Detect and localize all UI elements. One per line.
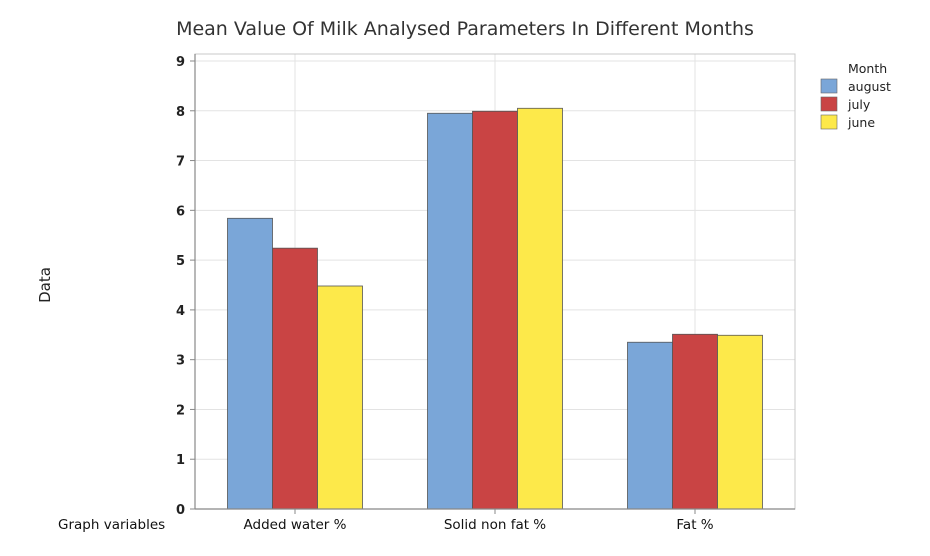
bars (227, 107, 763, 510)
bar-june (317, 285, 363, 510)
y-axis-label: Data (36, 267, 54, 303)
y-tick-label: 2 (176, 403, 185, 418)
bar-july (672, 333, 718, 510)
x-tick-label: Fat % (676, 517, 713, 533)
y-tick-label: 5 (176, 254, 185, 269)
bar-july (272, 247, 318, 510)
x-tick-label: Added water % (244, 517, 347, 533)
x-tick-label: Solid non fat % (444, 517, 546, 533)
legend-title: Month (848, 61, 887, 76)
y-tick-label: 3 (176, 354, 185, 369)
legend-swatch-july (820, 96, 838, 112)
x-axis-label: Graph variables (58, 517, 165, 533)
legend-swatch-june (820, 114, 838, 130)
y-tick-label: 6 (176, 204, 185, 219)
y-tick-label: 8 (176, 105, 185, 120)
legend-swatch-august (820, 78, 838, 94)
y-tick-label: 4 (176, 304, 185, 319)
y-ticks: 0 1 2 3 4 5 6 7 8 9 (176, 55, 195, 518)
legend: Month august july june (820, 61, 891, 130)
y-tick-label: 1 (176, 453, 185, 468)
legend-label-june: june (847, 115, 875, 130)
chart-title: Mean Value Of Milk Analysed Parameters I… (176, 18, 754, 40)
bar-july (472, 110, 518, 510)
bar-august (627, 341, 673, 510)
x-ticks: Added water % Solid non fat % Fat % (244, 509, 714, 533)
y-tick-label: 0 (176, 503, 185, 518)
y-tick-label: 9 (176, 55, 185, 70)
bar-june (717, 334, 763, 510)
legend-label-july: july (847, 97, 871, 112)
bar-june (517, 107, 563, 510)
y-tick-label: 7 (176, 155, 185, 170)
legend-label-august: august (848, 79, 891, 94)
bar-august (427, 112, 473, 510)
bar-august (227, 217, 273, 510)
